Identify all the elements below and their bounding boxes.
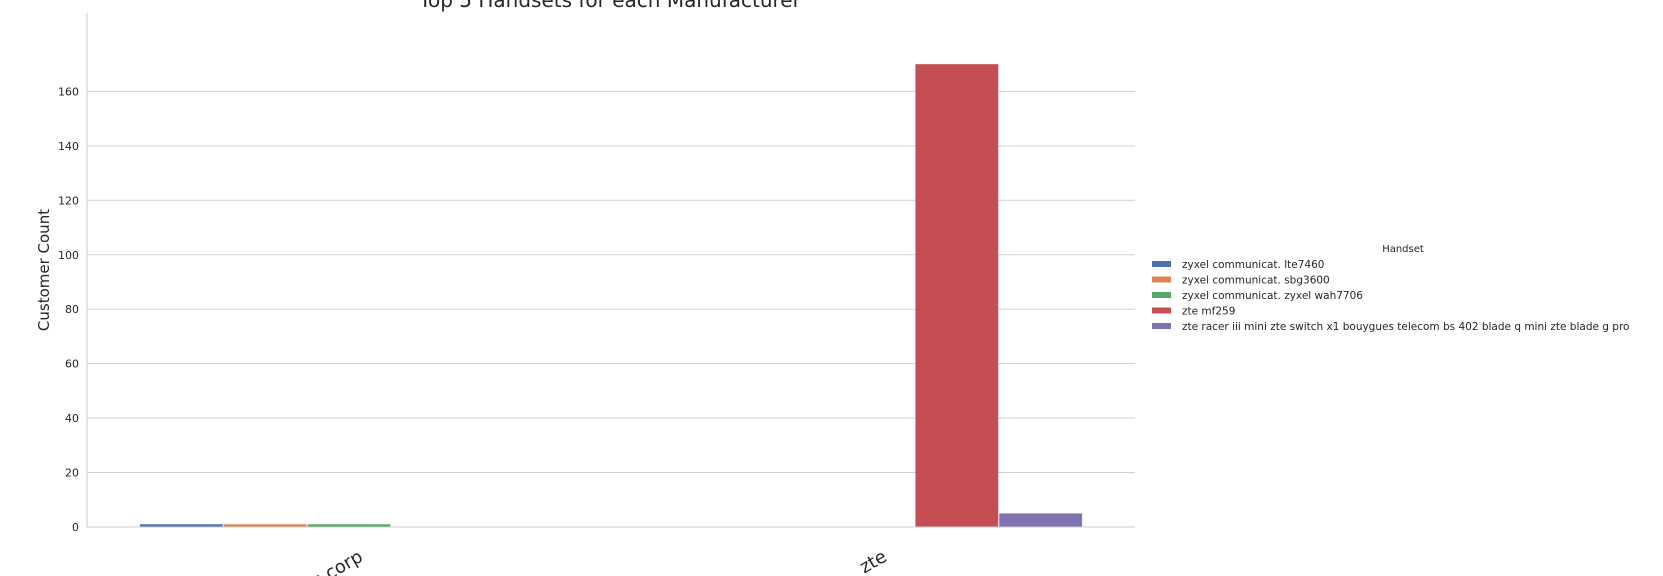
legend-swatch (1152, 261, 1171, 267)
y-tick-label: 100 (58, 249, 79, 262)
x-tick-label: zyxel communications corp (143, 546, 367, 576)
bar (223, 524, 307, 527)
legend-swatch (1152, 307, 1171, 314)
x-tick-label: zte (856, 546, 890, 576)
legend-swatch (1152, 292, 1171, 298)
legend-label: zyxel communicat. zyxel wah7706 (1182, 290, 1363, 302)
y-tick-label: 60 (65, 358, 79, 371)
legend-title: Handset (1382, 244, 1424, 255)
bars (139, 64, 1083, 528)
legend-swatch (1152, 276, 1171, 283)
y-tick-label: 140 (58, 140, 79, 153)
legend: Handset zyxel communicat. lte7460 zyxel c… (1152, 244, 1629, 333)
legend-label: zte mf259 (1182, 306, 1235, 318)
bar (139, 524, 223, 527)
chart-title: Top 5 Handsets for each Manufacturer (418, 0, 801, 12)
y-tick-label: 120 (58, 194, 79, 207)
legend-label: zyxel communicat. sbg3600 (1182, 275, 1330, 287)
y-tick-label: 20 (65, 467, 79, 480)
x-ticks: zyxel communications corp zte (143, 546, 891, 576)
y-tick-label: 80 (65, 303, 79, 316)
legend-label: zte racer iii mini zte switch x1 bouygue… (1182, 321, 1629, 333)
y-axis-label: Customer Count (35, 209, 53, 331)
y-tick-label: 0 (72, 521, 79, 534)
y-tick-label: 40 (65, 412, 79, 425)
bar (307, 524, 391, 527)
bar (999, 513, 1083, 527)
y-tick-label: 160 (58, 85, 79, 98)
legend-swatch (1152, 323, 1171, 329)
y-ticks: 0 20 40 60 80 100 120 140 160 (58, 85, 79, 534)
legend-label: zyxel communicat. lte7460 (1182, 259, 1324, 271)
gridlines (87, 90, 1135, 474)
bar (915, 64, 999, 528)
